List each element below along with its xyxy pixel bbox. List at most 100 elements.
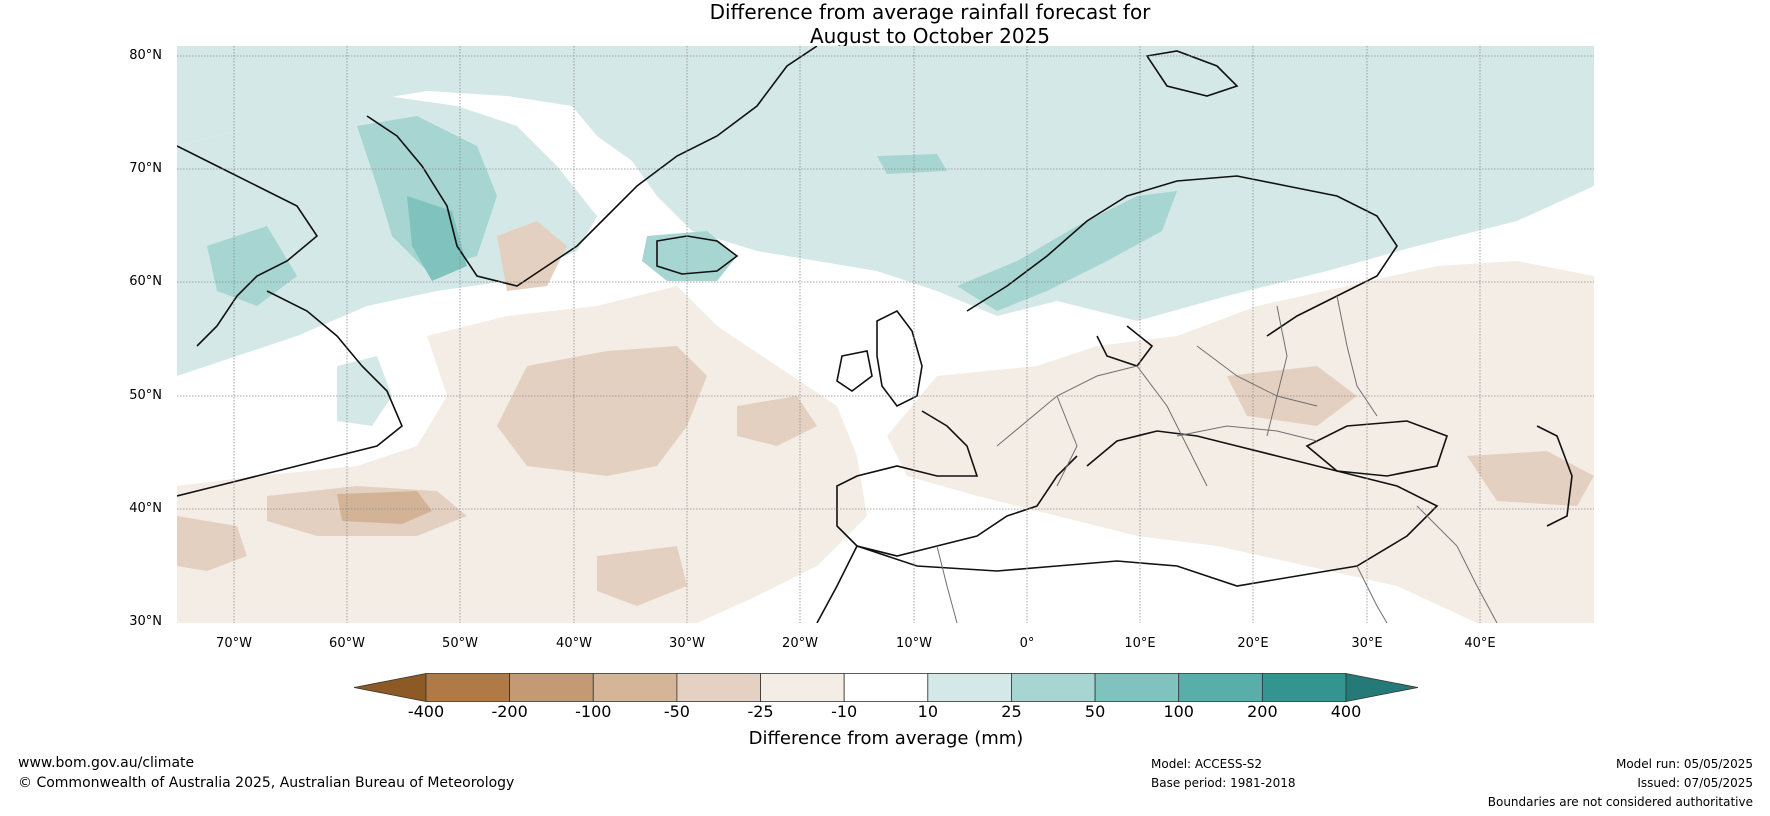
dry-region-caspian <box>1467 451 1594 506</box>
north-africa-coast <box>816 545 858 623</box>
border-segment <box>1196 345 1318 407</box>
colorbar-cell <box>760 673 845 702</box>
border-segment <box>1136 365 1208 487</box>
lon-label-10w: 10°W <box>896 636 932 651</box>
lat-label-70n: 70°N <box>129 161 162 176</box>
country-borders <box>936 295 1498 623</box>
map-title: Difference from average rainfall forecas… <box>0 0 1770 48</box>
copyright-text: © Commonwealth of Australia 2025, Austra… <box>18 775 515 791</box>
scandinavia-coast <box>966 175 1398 337</box>
wet-region-labrador <box>337 356 392 426</box>
rainfall-anomaly-map <box>177 46 1594 623</box>
colorbar-cell <box>1011 673 1096 702</box>
colorbar-tick-label: -100 <box>575 702 612 721</box>
lon-label-10e: 10°E <box>1124 636 1156 651</box>
dry-region-band-core <box>337 491 432 524</box>
iceland-coast <box>656 235 739 275</box>
colorbar-cell <box>509 673 594 702</box>
colorbar-cell <box>1178 673 1263 702</box>
title-line-1: Difference from average rainfall forecas… <box>709 0 1151 24</box>
lat-label-40n: 40°N <box>129 501 162 516</box>
lon-label-60w: 60°W <box>329 636 365 651</box>
lon-label-30e: 30°E <box>1351 636 1383 651</box>
model-text: Model: ACCESS-S2 <box>1151 757 1263 771</box>
britain-coast <box>876 309 923 408</box>
labrador-coast <box>177 290 403 497</box>
issued-text: Issued: 07/05/2025 <box>1637 776 1753 790</box>
border-segment <box>1176 425 1318 442</box>
colorbar-cell <box>592 673 678 702</box>
colorbar-tick-label: 400 <box>1330 702 1362 721</box>
lon-label-20w: 20°W <box>782 636 818 651</box>
border-segment <box>1356 565 1388 623</box>
colorbar-tick-label: -200 <box>491 702 528 721</box>
wet-region-greenland-max <box>407 196 467 281</box>
caspian-coast <box>1536 425 1573 527</box>
baffin-coast <box>177 145 319 347</box>
wet-region-baffin <box>207 226 297 306</box>
colorbar-tick-label: 100 <box>1163 702 1194 721</box>
dry-region-atlantic-core <box>497 346 707 476</box>
model-run-text: Model run: 05/05/2025 <box>1615 757 1753 771</box>
colorbar-tick-label: 200 <box>1247 702 1278 721</box>
base-period-text: Base period: 1981-2018 <box>1151 776 1296 790</box>
lon-label-50w: 50°W <box>442 636 478 651</box>
colorbar-cell <box>676 673 761 702</box>
colorbar-label: Difference from average (mm) <box>748 728 1024 749</box>
lon-label-40w: 40°W <box>556 636 592 651</box>
colorbar-tick-label: -10 <box>831 702 858 721</box>
colorbar-tick-label: -50 <box>663 702 690 721</box>
ireland-coast <box>836 350 873 392</box>
mediterranean-coast <box>856 430 1439 587</box>
black-sea-coast <box>1305 420 1449 477</box>
dry-region-west-africa <box>597 546 687 606</box>
border-segment <box>1416 505 1498 623</box>
colorbar <box>354 673 1418 702</box>
dry-region-europe <box>887 261 1594 623</box>
colorbar-cell <box>1261 673 1347 702</box>
colorbar-tick-label: 10 <box>917 702 938 721</box>
colorbar-cell <box>425 673 511 702</box>
dry-region-greenland-southeast <box>497 221 567 291</box>
dry-region-east-europe <box>1227 366 1357 426</box>
lon-label-30w: 30°W <box>669 636 705 651</box>
colorbar-cell <box>927 673 1012 702</box>
lat-label-80n: 80°N <box>129 48 162 63</box>
svalbard-coast <box>1145 50 1239 97</box>
disclaimer-text: Boundaries are not considered authoritat… <box>1487 795 1753 809</box>
wet-region-greenland-core <box>357 116 497 271</box>
wet-region-norway <box>957 191 1177 311</box>
west-europe-coast <box>836 410 1078 557</box>
lat-label-30n: 30°N <box>129 614 162 629</box>
lon-label-70w: 70°W <box>216 636 252 651</box>
lat-label-50n: 50°N <box>129 388 162 403</box>
border-segment <box>1056 395 1078 487</box>
graticule <box>177 46 1594 623</box>
wet-region-north <box>177 46 1594 321</box>
title-line-2: August to October 2025 <box>809 24 1051 48</box>
colorbar-cells <box>354 673 1418 702</box>
website-text: www.bom.gov.au/climate <box>18 755 195 771</box>
dry-anomaly-regions <box>177 221 1594 623</box>
map-svg <box>177 46 1594 623</box>
border-segment <box>1266 305 1288 437</box>
wet-region-west-greenland <box>177 96 597 376</box>
colorbar-tick-label: 50 <box>1084 702 1106 721</box>
colorbar-tick-label: 25 <box>1001 702 1022 721</box>
greenland-coast <box>366 46 818 287</box>
colorbar-extend-high <box>1345 673 1418 702</box>
colorbar-cell <box>843 673 929 702</box>
colorbar-tick-label: -25 <box>747 702 774 721</box>
coastlines <box>177 46 1573 623</box>
colorbar-tick-label: -400 <box>407 702 445 721</box>
dry-region-west <box>177 516 247 571</box>
lon-label-20e: 20°E <box>1237 636 1269 651</box>
dry-region-azores <box>737 396 817 446</box>
lat-label-60n: 60°N <box>129 274 162 289</box>
colorbar-cell <box>1094 673 1180 702</box>
lon-label-0: 0° <box>1019 636 1035 651</box>
lon-label-40e: 40°E <box>1464 636 1496 651</box>
border-segment <box>936 545 958 623</box>
wet-region-svalbard-sea <box>877 154 947 174</box>
colorbar-extend-low <box>354 673 427 702</box>
